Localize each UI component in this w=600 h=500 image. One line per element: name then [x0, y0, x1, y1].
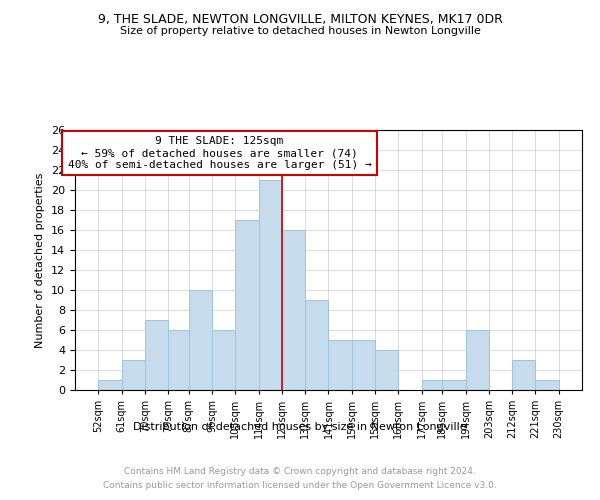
Bar	[466, 330, 489, 390]
Bar	[98, 380, 122, 390]
Bar	[442, 380, 466, 390]
Text: 9 THE SLADE: 125sqm
← 59% of detached houses are smaller (74)
40% of semi-detach: 9 THE SLADE: 125sqm ← 59% of detached ho…	[68, 136, 371, 170]
Text: Contains public sector information licensed under the Open Government Licence v3: Contains public sector information licen…	[103, 481, 497, 490]
Bar	[212, 330, 235, 390]
Bar	[329, 340, 352, 390]
Text: Contains HM Land Registry data © Crown copyright and database right 2024.: Contains HM Land Registry data © Crown c…	[124, 468, 476, 476]
Bar	[375, 350, 398, 390]
Text: Size of property relative to detached houses in Newton Longville: Size of property relative to detached ho…	[119, 26, 481, 36]
Bar	[122, 360, 145, 390]
Text: 9, THE SLADE, NEWTON LONGVILLE, MILTON KEYNES, MK17 0DR: 9, THE SLADE, NEWTON LONGVILLE, MILTON K…	[98, 12, 502, 26]
Bar	[189, 290, 212, 390]
Bar	[512, 360, 535, 390]
Bar	[168, 330, 191, 390]
Y-axis label: Number of detached properties: Number of detached properties	[35, 172, 46, 348]
Bar	[535, 380, 559, 390]
Bar	[352, 340, 375, 390]
Bar	[259, 180, 282, 390]
Bar	[145, 320, 168, 390]
Text: Distribution of detached houses by size in Newton Longville: Distribution of detached houses by size …	[133, 422, 467, 432]
Bar	[282, 230, 305, 390]
Bar	[305, 300, 329, 390]
Bar	[235, 220, 259, 390]
Bar	[422, 380, 445, 390]
